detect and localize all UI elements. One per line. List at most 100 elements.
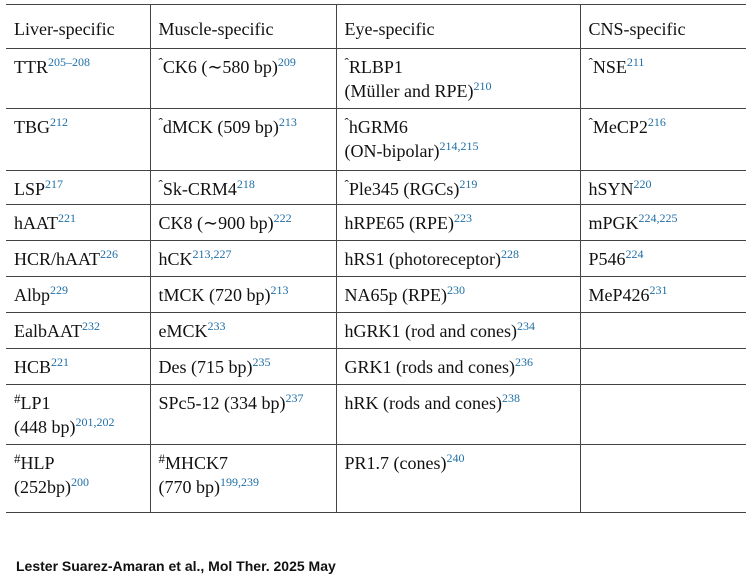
promoter-name: (Müller and RPE) bbox=[344, 81, 474, 101]
promoter-cell: ˆRLBP1 (Müller and RPE)210 bbox=[336, 48, 581, 109]
promoter-mark: ˆ bbox=[344, 115, 349, 130]
table-row: TTR205–208 ˆCK6 (∼580 bp)209 ˆRLBP1 (Müller… bbox=[6, 48, 746, 109]
table-body: TTR205–208 ˆCK6 (∼580 bp)209 ˆRLBP1 (Müller… bbox=[6, 48, 746, 513]
reference-superscript: 237 bbox=[285, 391, 304, 405]
citation-footer: Lester Suarez-Amaran et al., Mol Ther. 2… bbox=[16, 558, 336, 574]
promoter-name: GRK1 (rods and cones) bbox=[344, 357, 515, 377]
reference-superscript: 217 bbox=[45, 177, 64, 191]
promoter-cell: Des (715 bp)235 bbox=[150, 348, 337, 385]
promoter-name: (770 bp) bbox=[158, 477, 221, 497]
reference-superscript: 210 bbox=[473, 79, 492, 93]
promoter-name: MHCK7 bbox=[165, 453, 229, 473]
promoter-name: hCK bbox=[158, 249, 193, 269]
promoter-cell: ˆdMCK (509 bp)213 bbox=[150, 108, 337, 171]
column-header-eye: Eye-specific bbox=[336, 4, 581, 49]
promoter-name: hRPE65 (RPE) bbox=[344, 213, 455, 233]
promoter-cell: PR1.7 (cones)240 bbox=[336, 444, 581, 513]
reference-superscript: 235 bbox=[252, 355, 271, 369]
reference-superscript: 200 bbox=[71, 475, 89, 489]
reference-superscript: 223 bbox=[454, 211, 473, 225]
promoter-name: Ple345 (RGCs) bbox=[348, 179, 460, 199]
promoter-name: (252bp) bbox=[14, 477, 71, 497]
promoter-name: SPc5-12 (334 bp) bbox=[158, 393, 286, 413]
promoter-cell: hRPE65 (RPE)223 bbox=[336, 204, 581, 241]
promoter-name: PR1.7 (cones) bbox=[344, 453, 447, 473]
promoter-mark: # bbox=[14, 451, 21, 466]
reference-superscript: 238 bbox=[501, 391, 520, 405]
promoter-cell: hRS1 (photoreceptor)228 bbox=[336, 240, 581, 277]
promoter-cell: #MHCK7 (770 bp)199,239 bbox=[150, 444, 337, 513]
promoter-cell: hAAT221 bbox=[6, 204, 151, 241]
reference-superscript: 220 bbox=[633, 177, 652, 191]
promoter-cell: LSP217 bbox=[6, 170, 151, 205]
promoter-cell: #LP1 (448 bp)201,202 bbox=[6, 384, 151, 445]
table-header: Liver-specific Muscle-specific Eye-speci… bbox=[6, 4, 746, 49]
promoter-name: TBG bbox=[14, 117, 50, 137]
promoter-cell: TTR205–208 bbox=[6, 48, 151, 109]
promoter-name: Albp bbox=[14, 285, 50, 305]
promoter-cell bbox=[580, 348, 746, 385]
promoter-cell: hRK (rods and cones)238 bbox=[336, 384, 581, 445]
promoter-mark: ˆ bbox=[588, 55, 593, 70]
promoter-cell: NA65p (RPE)230 bbox=[336, 276, 581, 313]
promoter-name: CK6 (∼580 bp) bbox=[162, 57, 278, 77]
promoter-name: NSE bbox=[592, 57, 627, 77]
reference-superscript: 233 bbox=[207, 319, 226, 333]
promoter-name: HCB bbox=[14, 357, 52, 377]
reference-superscript: 229 bbox=[50, 283, 68, 297]
promoter-name: tMCK (720 bp) bbox=[158, 285, 271, 305]
reference-superscript: 214,215 bbox=[439, 139, 479, 153]
promoter-cell: EalbAAT232 bbox=[6, 312, 151, 349]
promoter-name: eMCK bbox=[158, 321, 208, 341]
reference-superscript: 209 bbox=[277, 55, 296, 69]
table-row: hAAT221 CK8 (∼900 bp)222 hRPE65 (RPE)223 mP… bbox=[6, 204, 746, 241]
table-row: #LP1 (448 bp)201,202 SPc5-12 (334 bp)237 hR… bbox=[6, 384, 746, 445]
table-row: EalbAAT232 eMCK233 hGRK1 (rod and cones)23… bbox=[6, 312, 746, 349]
promoter-name: (448 bp) bbox=[14, 417, 76, 437]
promoter-cell: HCB221 bbox=[6, 348, 151, 385]
reference-superscript: 213 bbox=[278, 115, 297, 129]
promoter-mark: ˆ bbox=[344, 55, 349, 70]
promoter-cell: ˆhGRM6 (ON-bipolar)214,215 bbox=[336, 108, 581, 171]
promoter-name: HCR/hAAT bbox=[14, 249, 101, 269]
promoter-name: hGRM6 bbox=[348, 117, 408, 137]
promoter-cell: ˆSk-CRM4218 bbox=[150, 170, 337, 205]
promoter-cell: ˆNSE211 bbox=[580, 48, 746, 109]
reference-superscript: 219 bbox=[459, 177, 478, 191]
promoter-table-container: Liver-specific Muscle-specific Eye-speci… bbox=[6, 4, 746, 513]
reference-superscript: 236 bbox=[514, 355, 533, 369]
header-row: Liver-specific Muscle-specific Eye-speci… bbox=[6, 4, 746, 49]
promoter-name: hGRK1 (rod and cones) bbox=[344, 321, 517, 341]
reference-superscript: 218 bbox=[236, 177, 255, 191]
promoter-name: P546 bbox=[588, 249, 626, 269]
promoter-name: hAAT bbox=[14, 213, 58, 233]
reference-superscript: 230 bbox=[447, 283, 465, 297]
promoter-mark: ˆ bbox=[158, 115, 163, 130]
reference-superscript: 221 bbox=[51, 355, 70, 369]
table-row: HCR/hAAT226 hCK213,227 hRS1 (photoreceptor… bbox=[6, 240, 746, 277]
reference-superscript: 228 bbox=[500, 247, 519, 261]
promoter-cell: hSYN220 bbox=[580, 170, 746, 205]
promoter-name: LP1 bbox=[20, 393, 51, 413]
promoter-name: Sk-CRM4 bbox=[162, 179, 237, 199]
reference-superscript: 221 bbox=[58, 211, 76, 225]
promoter-cell: HCR/hAAT226 bbox=[6, 240, 151, 277]
reference-superscript: 212 bbox=[50, 115, 68, 129]
promoter-name: RLBP1 bbox=[348, 57, 403, 77]
table-row: #HLP (252bp)200 #MHCK7 (770 bp)199,239 PR1.7… bbox=[6, 444, 746, 513]
promoter-name: hRS1 (photoreceptor) bbox=[344, 249, 501, 269]
promoter-name: MeP426 bbox=[588, 285, 650, 305]
promoter-cell bbox=[580, 444, 746, 513]
promoter-name: MeCP2 bbox=[592, 117, 648, 137]
promoter-name: mPGK bbox=[588, 213, 639, 233]
column-header-cns: CNS-specific bbox=[580, 4, 746, 49]
promoter-name: dMCK (509 bp) bbox=[162, 117, 279, 137]
reference-superscript: 224,225 bbox=[638, 211, 678, 225]
promoter-cell: GRK1 (rods and cones)236 bbox=[336, 348, 581, 385]
promoter-mark: ˆ bbox=[158, 177, 163, 192]
promoter-cell: ˆPle345 (RGCs)219 bbox=[336, 170, 581, 205]
reference-superscript: 213,227 bbox=[192, 247, 232, 261]
promoter-cell: mPGK224,225 bbox=[580, 204, 746, 241]
promoter-name: NA65p (RPE) bbox=[344, 285, 448, 305]
promoter-cell bbox=[580, 312, 746, 349]
